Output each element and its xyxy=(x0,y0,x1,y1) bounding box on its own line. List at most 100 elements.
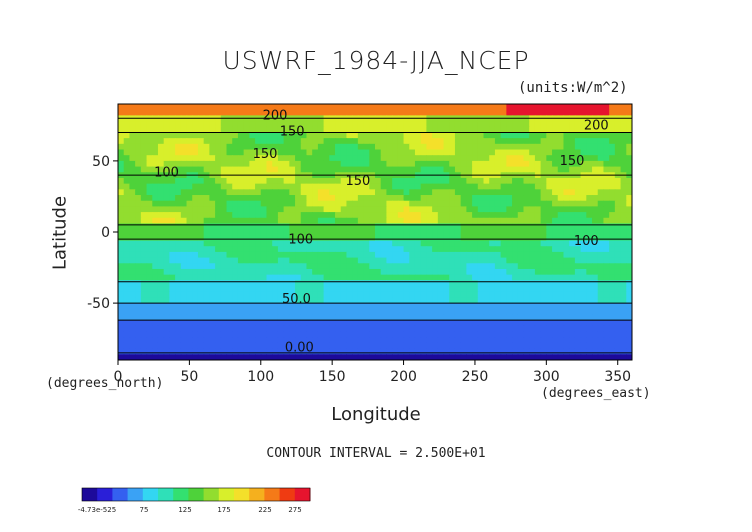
heatmap-cell xyxy=(135,354,142,360)
heatmap-cell xyxy=(363,246,370,253)
heatmap-cell xyxy=(592,308,599,316)
heatmap-cell xyxy=(380,200,388,207)
heatmap-cell xyxy=(289,160,296,168)
heatmap-cell xyxy=(574,177,582,185)
heatmap-cell xyxy=(409,348,416,355)
heatmap-cell xyxy=(203,177,210,185)
heatmap-cell xyxy=(306,229,313,236)
heatmap-cell xyxy=(346,132,353,139)
heatmap-cell xyxy=(477,195,485,202)
heatmap-cell xyxy=(626,132,632,139)
heatmap-cell xyxy=(317,143,325,151)
heatmap-cell xyxy=(500,217,507,225)
heatmap-cell xyxy=(454,177,462,185)
heatmap-cell xyxy=(118,132,125,139)
heatmap-cell xyxy=(529,314,536,321)
heatmap-cell xyxy=(557,177,565,185)
heatmap-cell xyxy=(540,177,547,185)
heatmap-cell xyxy=(255,166,262,173)
heatmap-cell xyxy=(489,206,496,213)
heatmap-cell xyxy=(397,320,405,327)
heatmap-cell xyxy=(192,268,199,276)
heatmap-cell xyxy=(546,274,553,281)
heatmap-cell xyxy=(592,155,599,162)
heatmap-cell xyxy=(295,325,302,333)
heatmap-cell xyxy=(369,314,376,321)
heatmap-cell xyxy=(454,257,462,264)
heatmap-cell xyxy=(592,212,599,219)
heatmap-cell xyxy=(603,257,610,264)
heatmap-cell xyxy=(386,109,393,116)
heatmap-cell xyxy=(283,229,290,236)
heatmap-cell xyxy=(386,314,393,321)
heatmap-cell xyxy=(283,155,290,162)
heatmap-cell xyxy=(277,246,285,253)
heatmap-cell xyxy=(135,223,142,230)
heatmap-cell xyxy=(312,132,319,139)
heatmap-cell xyxy=(140,132,148,139)
heatmap-cell xyxy=(352,342,359,350)
heatmap-cell xyxy=(118,234,125,242)
heatmap-cell xyxy=(255,354,262,360)
heatmap-cell xyxy=(272,195,279,202)
heatmap-cell xyxy=(586,348,593,355)
heatmap-cell xyxy=(249,303,256,310)
heatmap-cell xyxy=(152,257,159,264)
heatmap-cell xyxy=(534,320,542,327)
heatmap-cell xyxy=(489,126,496,134)
heatmap-cell xyxy=(569,206,576,213)
heatmap-cell xyxy=(157,223,165,230)
heatmap-cell xyxy=(283,177,290,185)
heatmap-cell xyxy=(226,314,233,321)
heatmap-cell xyxy=(340,257,348,264)
heatmap-cell xyxy=(586,268,593,276)
heatmap-cell xyxy=(477,251,485,259)
heatmap-cell xyxy=(414,109,422,116)
heatmap-cell xyxy=(180,240,188,247)
heatmap-cell xyxy=(226,206,233,213)
heatmap-cell xyxy=(118,303,125,310)
heatmap-cell xyxy=(580,109,587,116)
heatmap-cell xyxy=(226,268,233,276)
heatmap-cell xyxy=(580,257,587,264)
heatmap-cell xyxy=(175,195,182,202)
heatmap-cell xyxy=(317,132,325,139)
heatmap-cell xyxy=(175,132,182,139)
heatmap-cell xyxy=(597,138,605,145)
heatmap-cell xyxy=(220,183,228,190)
heatmap-cell xyxy=(592,240,599,247)
heatmap-cell xyxy=(506,274,513,281)
heatmap-cell xyxy=(386,229,393,236)
heatmap-cell xyxy=(432,240,439,247)
heatmap-cell xyxy=(123,274,131,281)
heatmap-cell xyxy=(489,251,496,259)
heatmap-cell xyxy=(277,314,285,321)
heatmap-cell xyxy=(563,217,570,225)
heatmap-cell xyxy=(432,320,439,327)
heatmap-cell xyxy=(260,274,268,281)
heatmap-cell xyxy=(523,274,530,281)
heatmap-cell xyxy=(506,206,513,213)
heatmap-cell xyxy=(135,212,142,219)
heatmap-cell xyxy=(534,121,542,128)
heatmap-cell xyxy=(215,195,222,202)
heatmap-cell xyxy=(403,177,410,185)
heatmap-cell xyxy=(483,280,490,287)
heatmap-cell xyxy=(443,308,450,316)
heatmap-cell xyxy=(357,348,365,355)
heatmap-cell xyxy=(118,160,125,168)
heatmap-cell xyxy=(512,160,519,168)
heatmap-cell xyxy=(477,229,485,236)
heatmap-cell xyxy=(237,149,245,156)
heatmap-cell xyxy=(397,257,405,264)
heatmap-cell xyxy=(152,138,159,145)
heatmap-cell xyxy=(118,189,125,196)
heatmap-cell xyxy=(152,177,159,185)
heatmap-cell xyxy=(586,331,593,338)
heatmap-cell xyxy=(466,109,473,116)
heatmap-cell xyxy=(323,325,330,333)
heatmap-cell xyxy=(352,104,359,111)
heatmap-cell xyxy=(563,160,570,168)
heatmap-cell xyxy=(215,314,222,321)
heatmap-cell xyxy=(163,251,170,259)
